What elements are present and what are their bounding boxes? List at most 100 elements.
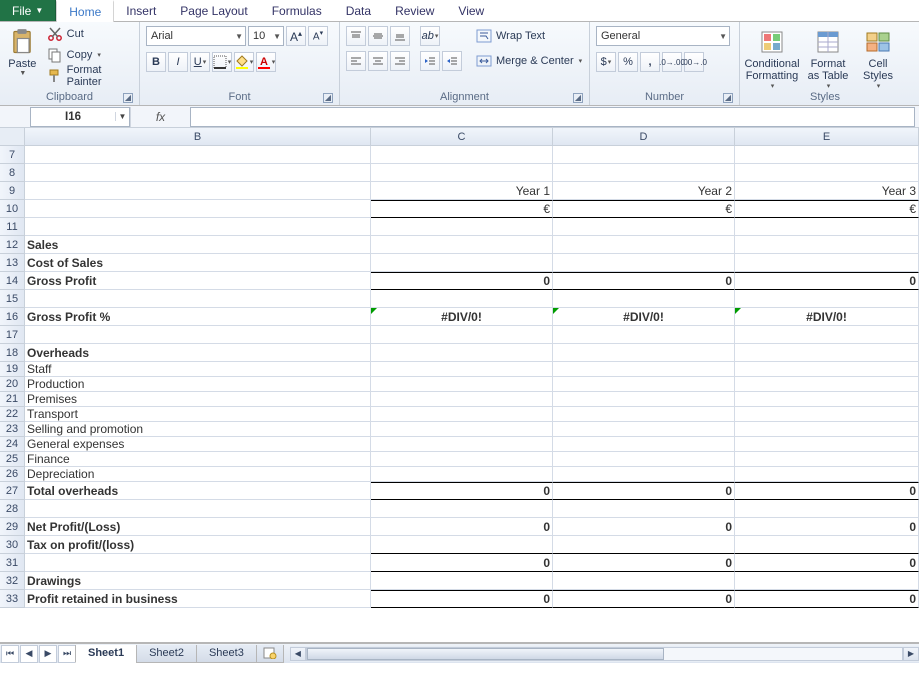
align-center-button[interactable]	[368, 51, 388, 71]
cell-C9[interactable]: Year 1	[371, 182, 553, 200]
row-header-17[interactable]: 17	[0, 326, 25, 344]
cell-B23[interactable]: Selling and promotion	[25, 422, 371, 437]
cell-E12[interactable]	[735, 236, 919, 254]
decrease-indent-button[interactable]	[420, 51, 440, 71]
cell-B7[interactable]	[25, 146, 371, 164]
select-all-corner[interactable]	[0, 128, 25, 146]
decrease-font-button[interactable]: A▾	[308, 26, 328, 46]
cell-D20[interactable]	[553, 377, 735, 392]
font-name-combo[interactable]: Arial▼	[146, 26, 246, 46]
cell-C11[interactable]	[371, 218, 553, 236]
cell-E17[interactable]	[735, 326, 919, 344]
cell-D18[interactable]	[553, 344, 735, 362]
hscroll-track[interactable]	[306, 647, 903, 661]
cell-C12[interactable]	[371, 236, 553, 254]
cell-D8[interactable]	[553, 164, 735, 182]
font-launcher-icon[interactable]: ◢	[323, 93, 333, 103]
col-header-B[interactable]: B	[25, 128, 371, 146]
row-header-7[interactable]: 7	[0, 146, 25, 164]
italic-button[interactable]: I	[168, 52, 188, 72]
comma-button[interactable]: ,	[640, 52, 660, 72]
increase-indent-button[interactable]	[442, 51, 462, 71]
cell-B21[interactable]: Premises	[25, 392, 371, 407]
cell-B30[interactable]: Tax on profit/(loss)	[25, 536, 371, 554]
spreadsheet-grid[interactable]: BCDE 78910111213141516171819202122232425…	[0, 128, 919, 643]
bold-button[interactable]: B	[146, 52, 166, 72]
sheet-nav-prev-button[interactable]: ◀	[20, 645, 38, 663]
cell-D17[interactable]	[553, 326, 735, 344]
format-as-table-button[interactable]: Format as Table▾	[802, 24, 854, 90]
borders-button[interactable]: ▾	[212, 52, 232, 72]
tab-home[interactable]: Home	[56, 0, 114, 22]
cell-B19[interactable]: Staff	[25, 362, 371, 377]
cell-D26[interactable]	[553, 467, 735, 482]
cell-C24[interactable]	[371, 437, 553, 452]
align-right-button[interactable]	[390, 51, 410, 71]
cell-E31[interactable]: 0	[735, 554, 919, 572]
row-header-15[interactable]: 15	[0, 290, 25, 308]
row-header-25[interactable]: 25	[0, 452, 25, 467]
col-header-C[interactable]: C	[371, 128, 553, 146]
col-header-E[interactable]: E	[735, 128, 919, 146]
cell-C10[interactable]: €	[371, 200, 553, 218]
cell-B13[interactable]: Cost of Sales	[25, 254, 371, 272]
number-launcher-icon[interactable]: ◢	[723, 93, 733, 103]
font-size-combo[interactable]: 10▼	[248, 26, 284, 46]
cell-C33[interactable]: 0	[371, 590, 553, 608]
cell-B14[interactable]: Gross Profit	[25, 272, 371, 290]
cell-C22[interactable]	[371, 407, 553, 422]
sheet-tab-sheet2[interactable]: Sheet2	[136, 645, 197, 663]
cell-E25[interactable]	[735, 452, 919, 467]
cell-E33[interactable]: 0	[735, 590, 919, 608]
fx-icon[interactable]: fx	[130, 107, 190, 127]
format-painter-button[interactable]: Format Painter	[43, 66, 135, 86]
row-header-8[interactable]: 8	[0, 164, 25, 182]
cell-E27[interactable]: 0	[735, 482, 919, 500]
cell-E16[interactable]: #DIV/0!	[735, 308, 919, 326]
cell-E24[interactable]	[735, 437, 919, 452]
cell-D23[interactable]	[553, 422, 735, 437]
row-header-19[interactable]: 19	[0, 362, 25, 377]
cell-C32[interactable]	[371, 572, 553, 590]
row-header-21[interactable]: 21	[0, 392, 25, 407]
cell-D12[interactable]	[553, 236, 735, 254]
row-header-22[interactable]: 22	[0, 407, 25, 422]
cell-C29[interactable]: 0	[371, 518, 553, 536]
cell-C14[interactable]: 0	[371, 272, 553, 290]
font-color-button[interactable]: A▾	[256, 52, 276, 72]
row-header-33[interactable]: 33	[0, 590, 25, 608]
cell-D7[interactable]	[553, 146, 735, 164]
cell-C27[interactable]: 0	[371, 482, 553, 500]
name-box-dropdown-icon[interactable]: ▼	[115, 112, 129, 121]
cell-E8[interactable]	[735, 164, 919, 182]
cell-D21[interactable]	[553, 392, 735, 407]
cell-E32[interactable]	[735, 572, 919, 590]
cell-D19[interactable]	[553, 362, 735, 377]
row-header-18[interactable]: 18	[0, 344, 25, 362]
cell-B32[interactable]: Drawings	[25, 572, 371, 590]
cell-C7[interactable]	[371, 146, 553, 164]
cell-C19[interactable]	[371, 362, 553, 377]
cell-E28[interactable]	[735, 500, 919, 518]
paste-button[interactable]: Paste ▼	[4, 24, 41, 90]
cell-C30[interactable]	[371, 536, 553, 554]
cell-E9[interactable]: Year 3	[735, 182, 919, 200]
cell-C25[interactable]	[371, 452, 553, 467]
cell-D31[interactable]: 0	[553, 554, 735, 572]
cell-B18[interactable]: Overheads	[25, 344, 371, 362]
cell-D11[interactable]	[553, 218, 735, 236]
cell-B24[interactable]: General expenses	[25, 437, 371, 452]
align-top-button[interactable]	[346, 26, 366, 46]
sheet-nav-last-button[interactable]: ⏭	[58, 645, 76, 663]
cell-B17[interactable]	[25, 326, 371, 344]
row-header-13[interactable]: 13	[0, 254, 25, 272]
new-sheet-button[interactable]	[256, 645, 284, 663]
align-left-button[interactable]	[346, 51, 366, 71]
cell-C15[interactable]	[371, 290, 553, 308]
row-header-32[interactable]: 32	[0, 572, 25, 590]
tab-review[interactable]: Review	[383, 0, 446, 21]
cell-B16[interactable]: Gross Profit %	[25, 308, 371, 326]
tab-view[interactable]: View	[446, 0, 496, 21]
cell-D13[interactable]	[553, 254, 735, 272]
underline-button[interactable]: U▾	[190, 52, 210, 72]
